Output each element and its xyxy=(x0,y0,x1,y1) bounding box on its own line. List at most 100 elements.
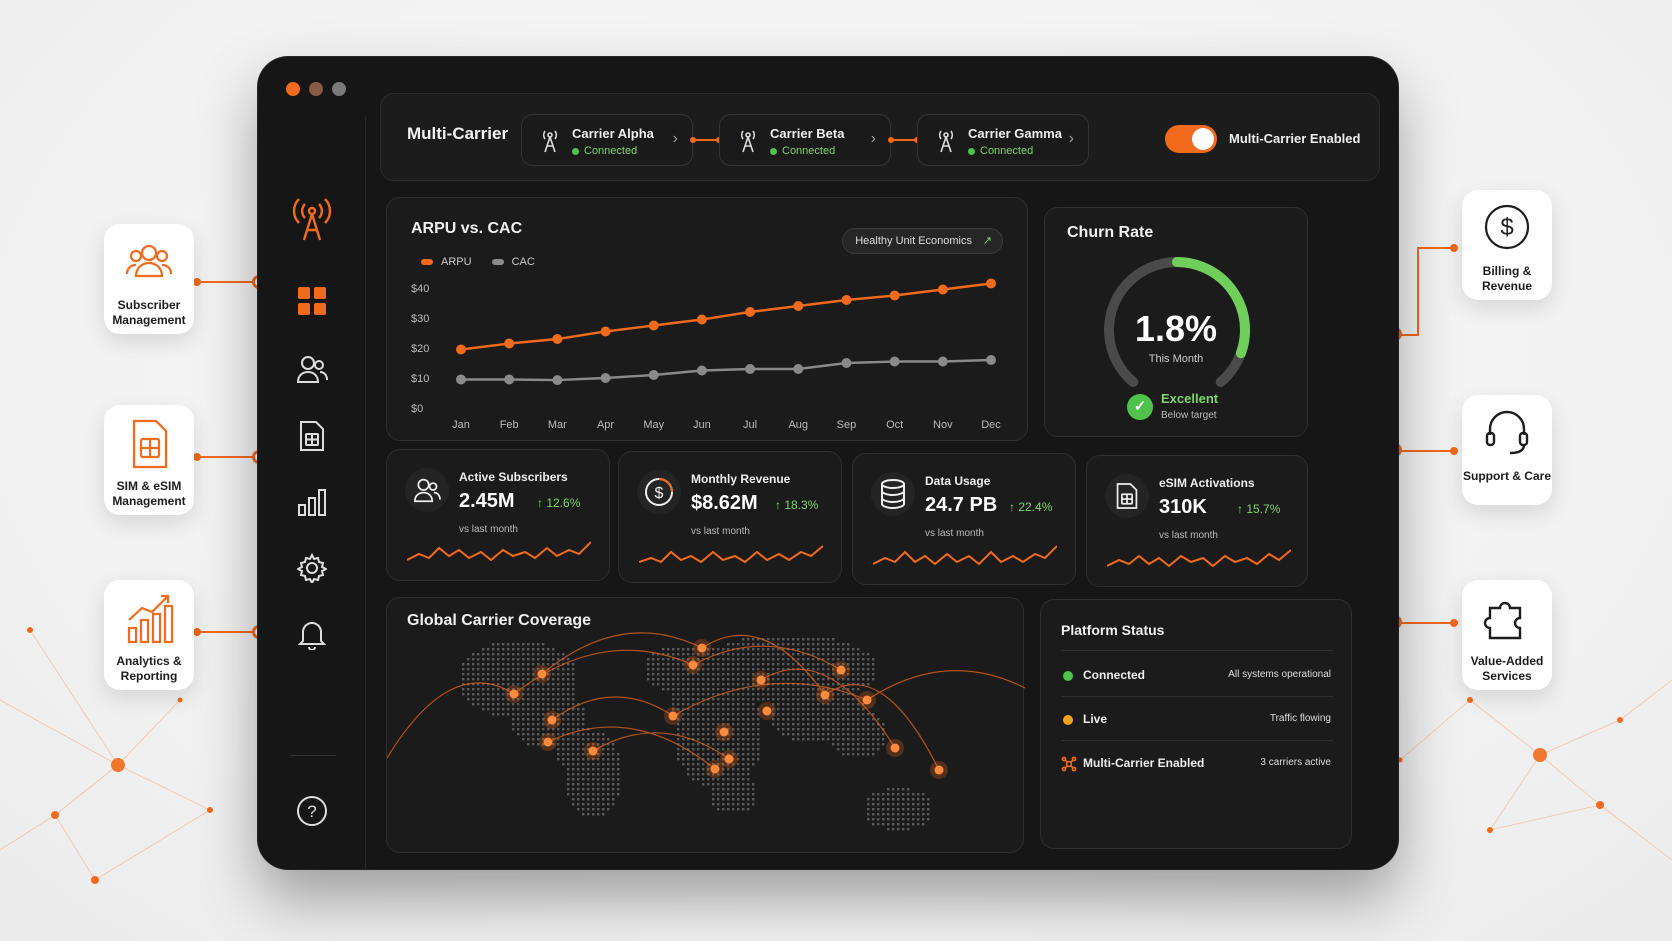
data-point-cac[interactable] xyxy=(793,364,804,374)
kpi-label: Active Subscribers xyxy=(459,470,568,484)
data-point-cac[interactable] xyxy=(745,364,756,374)
kpi-card-subscribers[interactable]: Active Subscribers 2.45M ↑ 12.6% vs last… xyxy=(386,449,610,581)
carrier-hub[interactable] xyxy=(862,695,872,705)
carrier-hub[interactable] xyxy=(756,675,766,685)
carrier-hub[interactable] xyxy=(934,765,944,775)
help-icon[interactable]: ? xyxy=(288,787,336,835)
check-icon: ✓ xyxy=(1127,394,1153,420)
multi-carrier-toggle[interactable] xyxy=(1165,125,1217,153)
data-point-arpu[interactable] xyxy=(793,301,804,311)
x-tick-label: Jun xyxy=(693,419,711,431)
data-point-cac[interactable] xyxy=(648,370,659,380)
carrier-hub[interactable] xyxy=(697,643,707,653)
status-dot xyxy=(572,148,579,155)
window-controls xyxy=(286,82,346,96)
data-point-arpu[interactable] xyxy=(745,307,756,317)
carrier-hub[interactable] xyxy=(719,727,729,737)
carrier-hub[interactable] xyxy=(724,754,734,764)
data-point-arpu[interactable] xyxy=(841,295,852,305)
data-point-cac[interactable] xyxy=(937,356,948,367)
carrier-hub[interactable] xyxy=(890,743,900,753)
users-icon[interactable] xyxy=(288,345,336,393)
kpi-card-data-usage[interactable]: Data Usage 24.7 PB ↑ 22.4% vs last month xyxy=(852,453,1076,585)
carrier-card-gamma[interactable]: Carrier Gamma Connected › xyxy=(917,114,1089,166)
carrier-hub[interactable] xyxy=(547,715,557,725)
carrier-card-alpha[interactable]: Carrier Alpha Connected › xyxy=(521,114,693,166)
carrier-status: Connected xyxy=(980,145,1034,157)
antenna-icon[interactable] xyxy=(288,195,336,243)
series-line-arpu xyxy=(460,282,992,351)
carrier-link xyxy=(888,137,920,143)
feature-card-sim-management[interactable]: SIM & eSIM Management xyxy=(104,405,194,515)
chevron-right-icon: › xyxy=(1068,130,1074,147)
bell-icon[interactable] xyxy=(288,610,336,658)
chevron-right-icon: › xyxy=(870,130,876,147)
dashboard-icon[interactable] xyxy=(288,277,336,325)
health-badge[interactable]: Healthy Unit Economics ↗ xyxy=(842,228,1003,254)
svg-text:$: $ xyxy=(1500,214,1513,241)
data-point-arpu[interactable] xyxy=(889,290,900,301)
chart-icon[interactable] xyxy=(288,478,336,526)
kpi-card-esim[interactable]: eSIM Activations 310K ↑ 15.7% vs last mo… xyxy=(1086,455,1308,587)
maximize-dot[interactable] xyxy=(332,82,346,96)
carrier-card-beta[interactable]: Carrier Beta Connected › xyxy=(719,114,891,166)
carrier-name: Carrier Gamma xyxy=(968,126,1062,141)
status-row-connected: Connected All systems operational xyxy=(1061,656,1331,696)
feature-card-billing[interactable]: $ Billing & Revenue xyxy=(1462,190,1552,300)
data-point-arpu[interactable] xyxy=(504,338,515,349)
data-point-cac[interactable] xyxy=(889,356,900,367)
data-point-cac[interactable] xyxy=(504,374,515,385)
data-point-cac[interactable] xyxy=(841,358,852,368)
chart-legend: ARPU CAC xyxy=(421,256,535,268)
status-row-multicarrier: Multi-Carrier Enabled 3 carriers active xyxy=(1061,744,1331,784)
data-point-cac[interactable] xyxy=(986,355,996,365)
carrier-hub[interactable] xyxy=(688,660,698,670)
connector-subscriber xyxy=(196,281,260,283)
sim-icon[interactable] xyxy=(288,412,336,460)
data-point-arpu[interactable] xyxy=(696,314,707,325)
toggle-label: Multi-Carrier Enabled xyxy=(1229,131,1361,146)
status-label: Multi-Carrier Enabled xyxy=(1083,756,1205,770)
feature-label: Subscriber Management xyxy=(112,298,186,327)
feature-card-analytics[interactable]: Analytics & Reporting xyxy=(104,580,194,690)
data-point-arpu[interactable] xyxy=(648,320,659,331)
carrier-hub[interactable] xyxy=(836,665,846,675)
billing-icon: $ xyxy=(1462,202,1552,252)
feature-card-vas[interactable]: Value-Added Services xyxy=(1462,580,1552,690)
data-point-cac[interactable] xyxy=(696,365,707,376)
data-point-cac[interactable] xyxy=(456,374,466,385)
connection-arcs xyxy=(387,632,1025,771)
sparkline xyxy=(873,545,1057,566)
svg-text:$: $ xyxy=(655,485,664,502)
settings-icon[interactable] xyxy=(288,544,336,592)
carrier-hub[interactable] xyxy=(537,669,547,679)
data-point-arpu[interactable] xyxy=(456,344,466,355)
carrier-hub[interactable] xyxy=(588,746,598,756)
data-point-arpu[interactable] xyxy=(986,278,996,289)
carrier-hub[interactable] xyxy=(509,689,519,699)
data-point-cac[interactable] xyxy=(552,375,563,386)
x-tick-label: Sep xyxy=(837,419,857,431)
close-dot[interactable] xyxy=(286,82,300,96)
panel-title: ARPU vs. CAC xyxy=(411,220,523,237)
feature-card-subscriber-management[interactable]: Subscriber Management xyxy=(104,224,194,334)
kpi-sub: vs last month xyxy=(691,526,750,537)
carrier-hub[interactable] xyxy=(668,711,678,721)
kpi-card-revenue[interactable]: $ Monthly Revenue $8.62M ↑ 18.3% vs last… xyxy=(618,451,842,583)
carrier-hub[interactable] xyxy=(710,764,720,774)
data-point-arpu[interactable] xyxy=(600,326,611,337)
kpi-delta: ↑ 18.3% xyxy=(775,498,819,512)
data-point-cac[interactable] xyxy=(600,373,611,383)
x-tick-label: Jul xyxy=(743,419,757,431)
connector-dot xyxy=(193,453,201,461)
legend-arpu: ARPU xyxy=(421,256,472,268)
churn-status-sub: Below target xyxy=(1161,410,1217,421)
carrier-hub[interactable] xyxy=(820,690,830,700)
carrier-hub[interactable] xyxy=(762,706,772,716)
data-point-arpu[interactable] xyxy=(937,284,948,295)
carrier-hub[interactable] xyxy=(543,737,553,747)
feature-card-support[interactable]: Support & Care xyxy=(1462,395,1552,505)
data-point-arpu[interactable] xyxy=(552,334,563,344)
minimize-dot[interactable] xyxy=(309,82,323,96)
